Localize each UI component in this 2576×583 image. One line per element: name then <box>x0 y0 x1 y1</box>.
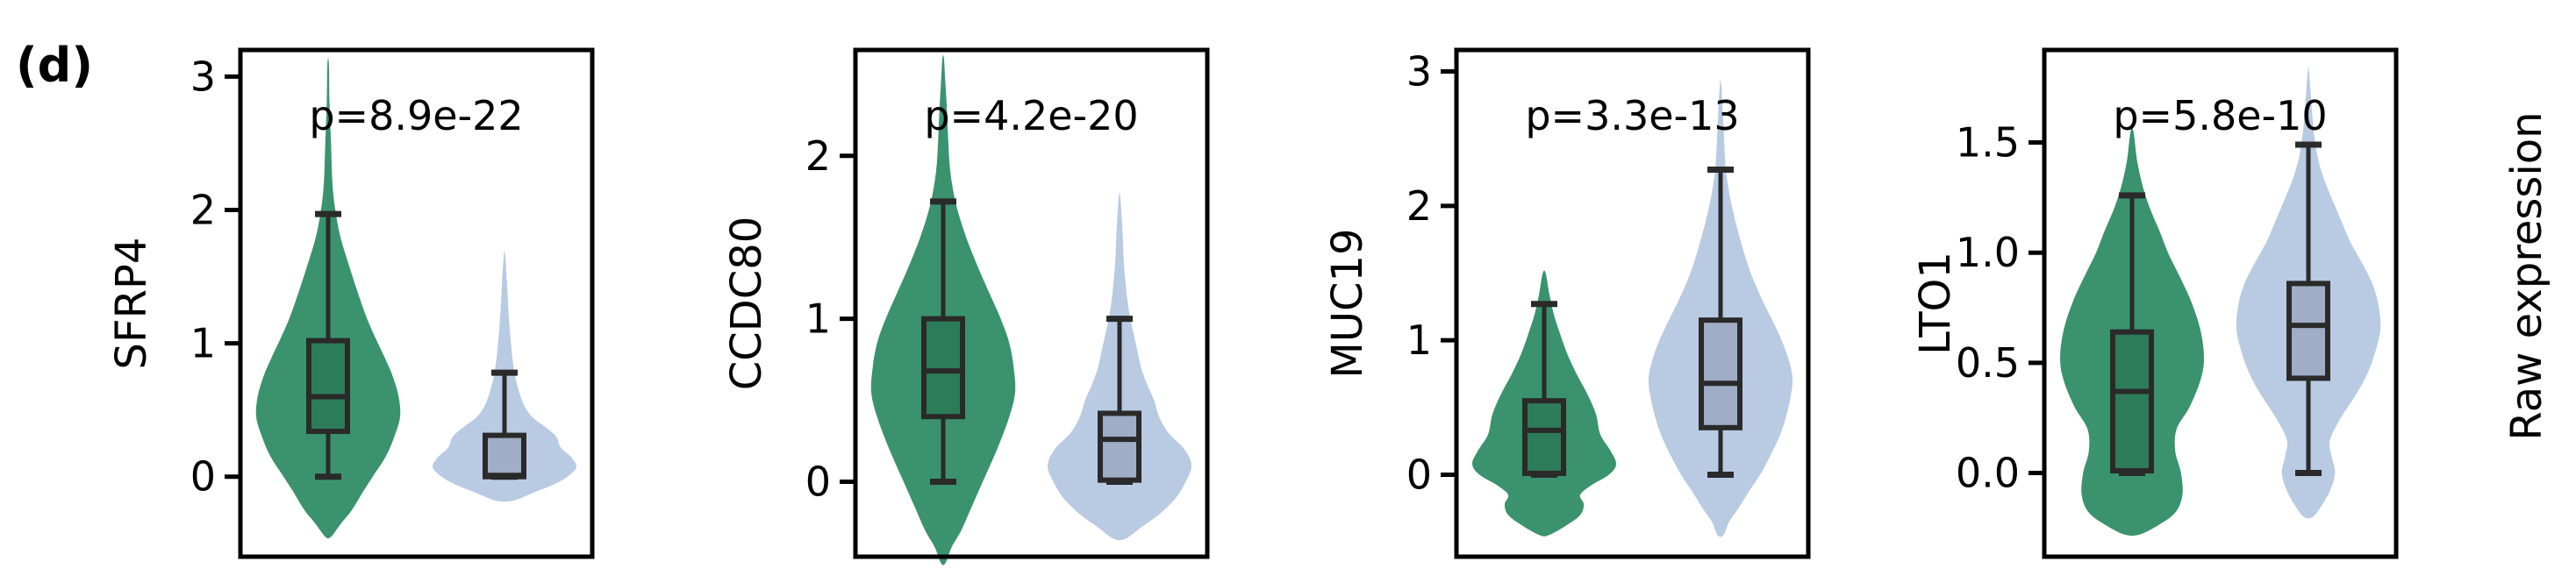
ytick-label-MUC19-1: 1 <box>1406 316 1432 364</box>
ytick-label-CCDC80-0: 0 <box>805 459 831 506</box>
ytick-label-LTO1-0.0: 0.0 <box>1956 450 2020 497</box>
box-green-CCDC80 <box>921 316 965 420</box>
right-axis-label: Raw expression <box>2502 111 2551 441</box>
box-blue-MUC19 <box>1699 317 1742 430</box>
p-value-label-LTO1: p=5.8e-10 <box>2113 92 2327 139</box>
box-blue-CCDC80 <box>1098 410 1141 483</box>
ytick-label-MUC19-3: 3 <box>1406 48 1432 96</box>
p-value-label-CCDC80: p=4.2e-20 <box>924 92 1138 139</box>
box-blue-LTO1 <box>2286 281 2330 381</box>
ytick-label-LTO1-1.0: 1.0 <box>1956 229 2020 276</box>
y-axis-label-SFRP4: SFRP4 <box>107 238 156 370</box>
y-axis-label-CCDC80: CCDC80 <box>722 217 771 391</box>
ytick-label-SFRP4-3: 3 <box>190 53 216 100</box>
p-value-label-MUC19: p=3.3e-13 <box>1525 92 1739 139</box>
ytick-label-CCDC80-1: 1 <box>805 295 831 343</box>
ytick-label-SFRP4-1: 1 <box>190 320 216 367</box>
ytick-label-MUC19-0: 0 <box>1406 451 1432 498</box>
box-green-LTO1 <box>2110 329 2154 473</box>
plot-frame-CCDC80 <box>853 47 1210 559</box>
ytick-label-LTO1-1.5: 1.5 <box>1956 119 2020 167</box>
ytick-label-MUC19-2: 2 <box>1406 182 1432 230</box>
ytick-label-LTO1-0.5: 0.5 <box>1956 339 2020 387</box>
box-green-MUC19 <box>1522 398 1566 476</box>
y-axis-label-MUC19: MUC19 <box>1323 228 1372 378</box>
plot-frame-MUC19 <box>1454 47 1811 559</box>
figure-panel-label: (d) <box>16 38 94 93</box>
p-value-label-SFRP4: p=8.9e-22 <box>309 92 523 139</box>
ytick-label-SFRP4-0: 0 <box>190 453 216 501</box>
ytick-label-CCDC80-2: 2 <box>805 132 831 180</box>
ytick-label-SFRP4-2: 2 <box>190 187 216 234</box>
plot-frame-SFRP4 <box>238 47 595 559</box>
plot-frame-LTO1 <box>2042 47 2399 559</box>
y-axis-label-LTO1: LTO1 <box>1911 252 1960 355</box>
box-green-SFRP4 <box>306 338 350 435</box>
box-blue-SFRP4 <box>483 432 526 480</box>
